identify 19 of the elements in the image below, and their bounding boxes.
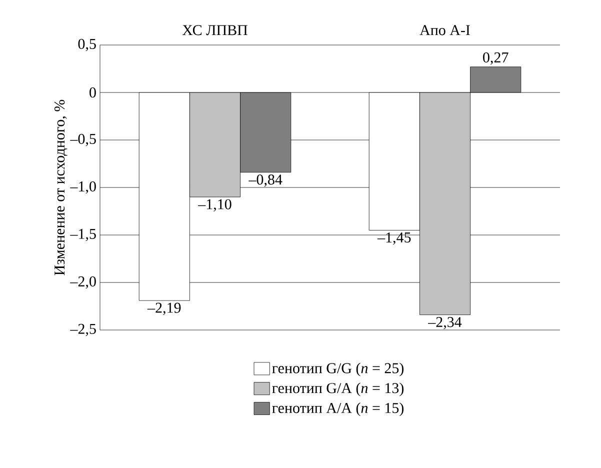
y-tick-label: 0: [90, 87, 96, 98]
y-tick-label: –2,0: [70, 276, 96, 289]
data-label: –2,19: [147, 302, 181, 315]
y-axis-title: Изменение от исходного, %: [54, 100, 68, 276]
data-label: –1,45: [377, 232, 411, 245]
y-tick-label: –0,5: [70, 134, 96, 146]
x-tick-label: Апо A-I: [420, 25, 470, 36]
y-tick-label: 0,5: [78, 38, 96, 52]
x-tick-label: ХС ЛПВП: [182, 25, 248, 36]
legend-label: генотип G/G (n = 25): [272, 362, 404, 376]
data-label: 0,27: [483, 52, 508, 65]
y-tick-label: –1,5: [70, 228, 96, 242]
data-label: –0,84: [248, 174, 282, 187]
y-tick-label: –1,0: [70, 181, 96, 194]
y-tick-label: –2,5: [70, 324, 96, 336]
data-label: –2,34: [428, 317, 462, 330]
legend-label: генотип G/A (n = 13): [272, 382, 404, 396]
legend-label: генотип A/A (n = 15): [272, 402, 404, 416]
data-label: –1,10: [198, 199, 232, 212]
